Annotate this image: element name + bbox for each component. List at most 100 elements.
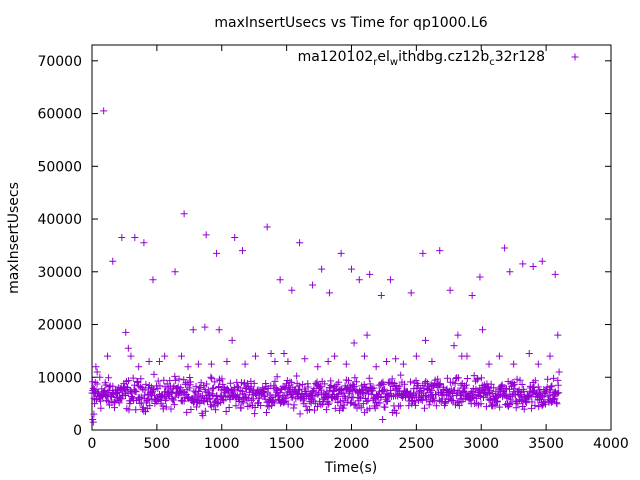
data-point — [430, 397, 438, 405]
data-point — [104, 397, 112, 405]
y-tick-label: 40000 — [37, 212, 82, 228]
data-point — [232, 402, 240, 410]
data-point — [251, 352, 259, 360]
data-point — [527, 392, 535, 400]
data-point — [340, 389, 348, 397]
data-point — [146, 402, 154, 410]
data-point — [435, 396, 443, 404]
data-point — [421, 336, 429, 344]
data-point — [429, 396, 437, 404]
data-point — [327, 382, 335, 390]
data-point — [302, 402, 310, 410]
legend-text-c: el — [377, 49, 390, 65]
data-point — [288, 393, 296, 401]
data-point — [365, 374, 373, 382]
data-point — [329, 394, 337, 402]
data-point — [531, 377, 539, 385]
data-point — [290, 401, 298, 409]
data-point — [381, 403, 389, 411]
data-point — [251, 404, 259, 412]
data-point — [513, 375, 521, 383]
data-point — [311, 392, 319, 400]
data-point — [404, 393, 412, 401]
data-point — [194, 360, 202, 368]
data-point — [331, 404, 339, 412]
data-point — [122, 328, 130, 336]
data-point — [372, 363, 380, 371]
data-point — [215, 326, 223, 334]
data-point — [213, 249, 221, 257]
data-point — [201, 323, 209, 331]
data-point — [323, 388, 331, 396]
data-point — [177, 384, 185, 392]
data-point — [155, 357, 163, 365]
data-point — [320, 394, 328, 402]
x-tick-label: 4000 — [593, 436, 629, 452]
data-point — [132, 406, 140, 414]
data-point — [502, 385, 510, 393]
data-point — [96, 397, 104, 405]
data-point — [171, 268, 179, 276]
data-point — [247, 383, 255, 391]
data-point — [162, 403, 170, 411]
data-point — [468, 387, 476, 395]
data-point — [91, 400, 99, 408]
data-points — [88, 107, 563, 426]
data-point — [342, 360, 350, 368]
data-point — [263, 223, 271, 231]
data-point — [423, 379, 431, 387]
data-point — [168, 395, 176, 403]
data-point — [507, 395, 515, 403]
data-point — [308, 395, 316, 403]
data-point — [501, 244, 509, 252]
data-point — [279, 393, 287, 401]
data-point — [293, 372, 301, 380]
data-point — [425, 401, 433, 409]
legend-text-b: r — [373, 57, 378, 68]
data-point — [217, 398, 225, 406]
data-point — [479, 326, 487, 334]
data-point — [280, 392, 288, 400]
data-point — [284, 400, 292, 408]
data-point — [314, 363, 322, 371]
data-point — [192, 403, 200, 411]
data-point — [363, 397, 371, 405]
data-point — [335, 378, 343, 386]
data-point — [288, 286, 296, 294]
data-point — [538, 257, 546, 265]
data-point — [203, 380, 211, 388]
data-point — [178, 352, 186, 360]
data-point — [185, 384, 193, 392]
data-point — [186, 373, 194, 381]
data-point — [93, 368, 101, 376]
data-point — [553, 389, 561, 397]
data-point — [555, 389, 563, 397]
x-tick-label: 1500 — [269, 436, 305, 452]
legend-text-d: w — [390, 57, 398, 68]
legend-label: ma120102relwithdbg.cz12bc32r128 — [298, 49, 545, 68]
data-point — [477, 392, 485, 400]
data-point — [477, 400, 485, 408]
data-point — [102, 381, 110, 389]
data-point — [331, 352, 339, 360]
data-point — [89, 418, 97, 426]
data-point — [241, 360, 249, 368]
data-point — [542, 400, 550, 408]
data-point — [456, 387, 464, 395]
data-point — [215, 383, 223, 391]
data-point — [551, 395, 559, 403]
data-point — [529, 263, 537, 271]
y-tick-label: 70000 — [37, 54, 82, 70]
data-point — [91, 379, 99, 387]
data-point — [111, 398, 119, 406]
data-point — [396, 382, 404, 390]
data-point — [454, 331, 462, 339]
data-point — [510, 360, 518, 368]
data-point — [127, 352, 135, 360]
data-point — [234, 382, 242, 390]
data-point — [269, 397, 277, 405]
data-point — [548, 382, 556, 390]
data-point — [109, 382, 117, 390]
y-tick-label: 50000 — [37, 159, 82, 175]
data-point — [443, 374, 451, 382]
